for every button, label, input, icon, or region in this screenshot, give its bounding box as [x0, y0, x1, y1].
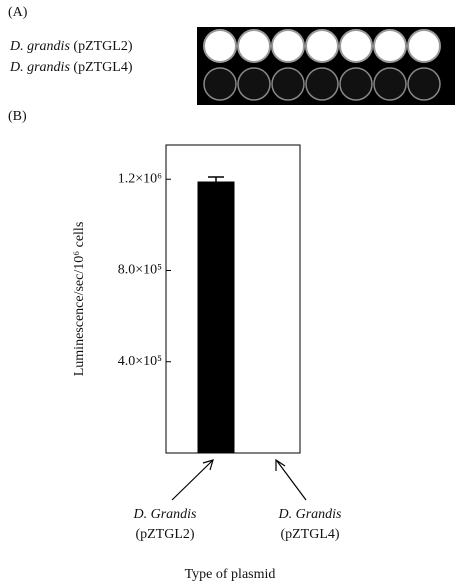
panel-label: (B) [8, 109, 27, 124]
arrow [171, 460, 213, 501]
well-bright [305, 29, 339, 63]
well-dark [203, 67, 237, 101]
y-tick-label: 4.0×10⁵ [118, 354, 162, 369]
x-axis-label: Type of plasmid [185, 567, 276, 582]
y-axis-label: Luminescence/sec/10⁶ cells [72, 222, 87, 377]
x-tick-label: D. Grandis (pZTGL4) [278, 507, 342, 542]
well-bright [407, 29, 441, 63]
arrows [171, 458, 307, 501]
error-bar [208, 176, 224, 182]
well-dark [237, 67, 271, 101]
y-tick-label: 1.2×10⁶ [118, 171, 162, 186]
arrow-head [275, 458, 286, 471]
row-label: D. grandis (pZTGL4) [9, 60, 133, 75]
well-bright [373, 29, 407, 63]
wells [203, 29, 441, 101]
well-dark [339, 67, 373, 101]
row-label: D. grandis (pZTGL2) [9, 39, 133, 54]
well-dark [373, 67, 407, 101]
x-tick-label: D. Grandis (pZTGL2) [133, 507, 197, 542]
well-dark [271, 67, 305, 101]
bar [197, 181, 235, 453]
well-bright [339, 29, 373, 63]
well-bright [203, 29, 237, 63]
well-bright [271, 29, 305, 63]
arrow-head [202, 459, 214, 471]
arrow [276, 460, 307, 501]
panel-label: (A) [8, 5, 28, 20]
well-dark [407, 67, 441, 101]
y-tick-label: 8.0×10⁵ [118, 263, 162, 278]
well-dark [305, 67, 339, 101]
well-bright [237, 29, 271, 63]
